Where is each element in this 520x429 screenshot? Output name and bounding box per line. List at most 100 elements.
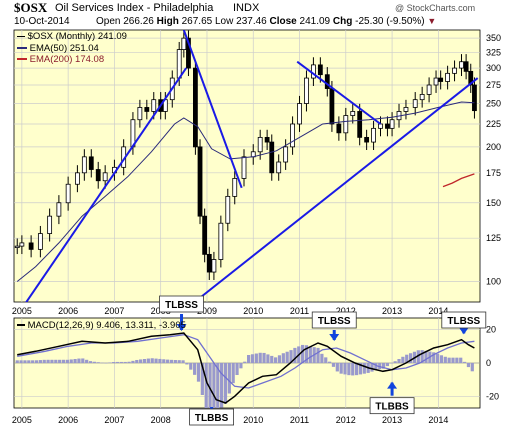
macd-histogram-bar xyxy=(123,361,127,363)
open-value: 266.26 xyxy=(123,16,154,27)
price-y-tick-label: 350 xyxy=(486,33,501,43)
price-candle-body xyxy=(232,178,238,197)
macd-histogram-bar xyxy=(119,361,123,363)
macd-histogram-bar xyxy=(385,363,390,367)
price-candle-body xyxy=(290,123,295,148)
macd-histogram-bar xyxy=(347,363,351,376)
price-candle-body xyxy=(364,136,370,143)
macd-histogram-bar xyxy=(293,347,297,363)
price-candle-body xyxy=(445,72,451,82)
price-candle-body xyxy=(74,172,80,185)
macd-histogram-bar xyxy=(216,363,220,408)
macd-y-tick-label: 20 xyxy=(486,325,496,335)
legend-ema200-text: EMA(200) 174.08 xyxy=(29,54,105,65)
macd-histogram-bar xyxy=(266,354,270,363)
macd-histogram-bar xyxy=(459,357,463,363)
price-candle-body xyxy=(317,64,323,76)
macd-histogram-bar xyxy=(54,359,58,363)
macd-histogram-bar xyxy=(204,363,208,408)
high-label: High xyxy=(156,16,179,27)
macd-histogram-bar xyxy=(416,350,420,363)
close-label: Close xyxy=(269,16,297,27)
price-candle-body xyxy=(357,111,363,138)
macd-histogram-bar xyxy=(27,360,31,363)
price-candle-body xyxy=(304,77,309,104)
macd-histogram-bar xyxy=(131,360,135,363)
price-y-tick-label: 250 xyxy=(486,99,501,109)
macd-histogram-bar xyxy=(362,363,366,374)
price-y-tick-label: 175 xyxy=(486,168,501,178)
chg-value: -25.30 (-9.50%) xyxy=(355,16,425,27)
macd-histogram-bar xyxy=(277,355,282,363)
price-candle-body xyxy=(297,103,302,125)
macd-y-tick-label: 0 xyxy=(486,358,491,368)
macd-histogram-bar xyxy=(335,363,339,372)
price-candle-body xyxy=(241,156,247,179)
macd-histogram-bar xyxy=(289,350,293,363)
price-candle-body xyxy=(257,136,263,153)
price-candle-body xyxy=(371,127,376,143)
price-candle-body xyxy=(276,161,282,174)
macd-histogram-bar xyxy=(212,363,216,408)
macd-histogram-bar xyxy=(281,353,285,363)
price-candle-body xyxy=(419,94,425,101)
legend-macd: MACD(12,26,9) 9.406, 13.311, -3.905 xyxy=(17,320,186,331)
macd-histogram-bar xyxy=(61,359,66,363)
macd-histogram-bar xyxy=(81,358,85,363)
legend-price: $OSX (Monthly) 241.09 xyxy=(17,31,127,42)
price-candle-body xyxy=(463,61,469,72)
price-y-tick-label: 100 xyxy=(486,277,501,287)
macd-histogram-bar xyxy=(139,359,143,363)
price-candle-body xyxy=(329,88,335,125)
macd-histogram-bar xyxy=(466,363,471,368)
price-candle-body xyxy=(56,202,62,217)
price-candle-body xyxy=(433,77,439,86)
macd-histogram-bar xyxy=(308,346,312,363)
macd-x-tick-label: 2005 xyxy=(12,415,32,425)
copyright-text: @ StockCharts.com xyxy=(395,3,476,13)
macd-histogram-bar xyxy=(397,359,401,363)
macd-histogram-bar xyxy=(65,359,69,363)
legend-macd-text: MACD(12,26,9) 9.406, 13.311, -3.905 xyxy=(27,320,186,331)
macd-histogram-bar xyxy=(127,361,131,363)
close-value: 241.09 xyxy=(299,16,331,27)
macd-histogram-bar xyxy=(104,362,108,364)
macd-histogram-bar xyxy=(38,360,42,363)
price-candle-body xyxy=(283,146,289,163)
macd-histogram-bar xyxy=(270,355,274,363)
macd-histogram-bar xyxy=(304,345,309,363)
price-candle-body xyxy=(225,195,231,224)
callout-box xyxy=(189,408,234,426)
legend-ema200: EMA(200) 174.08 xyxy=(17,54,104,65)
callout-label: TLBSS xyxy=(165,300,198,311)
callout-tlbbs: TLBBS xyxy=(189,407,234,426)
price-candle-body xyxy=(343,115,349,134)
price-x-tick-label: 2013 xyxy=(382,306,402,316)
macd-histogram-bar xyxy=(142,359,147,363)
price-x-tick-label: 2012 xyxy=(336,306,356,316)
macd-histogram-bar xyxy=(470,363,474,372)
callout-box xyxy=(311,311,357,329)
macd-histogram-bar xyxy=(462,361,467,363)
macd-x-tick-label: 2010 xyxy=(243,415,263,425)
macd-histogram-bar xyxy=(200,363,204,395)
macd-histogram-bar xyxy=(443,356,447,363)
legend-ema200-swatch xyxy=(17,58,27,61)
price-candle-body xyxy=(336,123,342,134)
macd-x-tick-label: 2012 xyxy=(336,415,356,425)
price-x-tick-label: 2005 xyxy=(12,306,32,316)
macd-histogram-bar xyxy=(189,363,193,370)
price-candle-body xyxy=(81,156,87,174)
macd-histogram-bar xyxy=(115,361,120,363)
price-y-tick-label: 125 xyxy=(486,233,501,243)
macd-histogram-bar xyxy=(135,359,139,363)
macd-line xyxy=(17,332,475,404)
callout-label: TLBBS xyxy=(195,413,229,424)
price-y-tick-label: 200 xyxy=(486,142,501,152)
price-candle-body xyxy=(218,222,224,260)
macd-histogram-bar xyxy=(100,362,104,364)
macd-histogram-bar xyxy=(177,360,181,363)
macd-histogram-bar xyxy=(69,359,73,363)
macd-histogram-bar xyxy=(108,362,112,363)
